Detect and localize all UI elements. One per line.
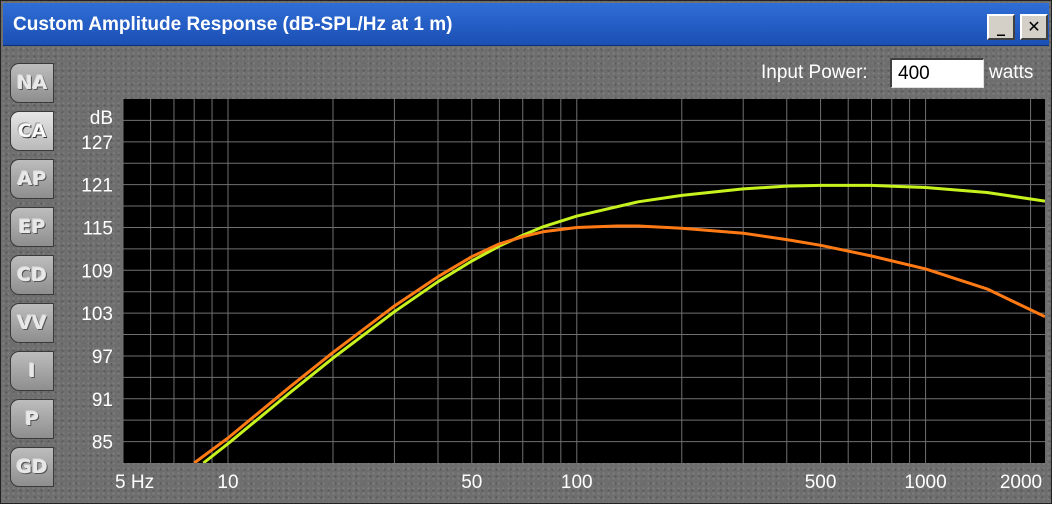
y-tick-label: 91 [92,390,113,411]
tab-ca[interactable]: CA [10,111,54,151]
x-tick-label: 10 [217,472,238,493]
tab-ep[interactable]: EP [10,207,54,247]
x-tick-label: 500 [805,472,837,493]
x-tick-label: 2000 [1000,472,1042,493]
series-line-2 [193,224,1045,463]
input-power-field[interactable] [890,58,984,88]
x-tick-label: 50 [461,472,482,493]
tab-vv[interactable]: VV [10,303,54,343]
input-power-label: Input Power: [761,62,868,83]
input-power-unit: watts [989,62,1034,83]
tab-cd[interactable]: CD [10,255,54,295]
y-tick-label: 97 [92,347,113,368]
y-tick-label: 115 [83,218,113,239]
series-layer [193,183,1045,463]
plot-area [123,99,1045,463]
x-tick-label: 5 Hz [115,472,154,493]
tab-na[interactable]: NA [10,63,54,103]
y-tick-label: 85 [92,433,113,454]
tab-ap[interactable]: AP [10,159,54,199]
series-line-1 [202,183,1045,463]
tab-p[interactable]: P [10,399,54,439]
window-title: Custom Amplitude Response (dB-SPL/Hz at … [13,14,453,35]
tab-i[interactable]: I [10,351,54,391]
axis-labels: dB 127 121 115 109 103 97 91 855 Hz 10 50 100 500 100… [81,108,1042,493]
y-axis-unit-label: dB [90,108,113,129]
x-tick-label: 100 [561,472,593,493]
close-button[interactable]: ✕ [1020,14,1048,40]
tab-gd[interactable]: GD [10,447,54,487]
y-tick-label: 109 [81,261,113,282]
y-tick-label: 127 [81,133,113,154]
x-tick-label: 1000 [904,472,946,493]
minimize-button[interactable]: _ [987,14,1015,40]
y-tick-label: 121 [81,176,113,197]
title-bar[interactable]: Custom Amplitude Response (dB-SPL/Hz at … [3,3,1049,46]
y-tick-label: 103 [81,304,113,325]
